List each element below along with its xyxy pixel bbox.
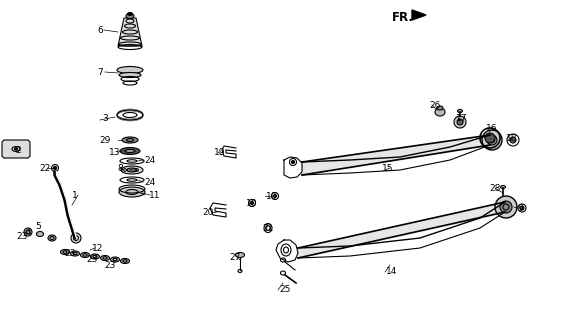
Text: 27: 27	[229, 253, 241, 262]
Text: 9: 9	[517, 204, 523, 212]
Text: 28: 28	[489, 183, 501, 193]
Ellipse shape	[501, 186, 505, 188]
Ellipse shape	[52, 164, 59, 172]
Ellipse shape	[119, 73, 141, 77]
Text: 23: 23	[17, 231, 28, 241]
Ellipse shape	[135, 169, 138, 172]
Text: 19: 19	[215, 148, 226, 156]
Text: 29: 29	[100, 135, 111, 145]
Ellipse shape	[435, 108, 445, 116]
Ellipse shape	[236, 252, 245, 258]
Text: 15: 15	[382, 164, 394, 172]
Text: 23: 23	[104, 261, 116, 270]
Text: 2: 2	[15, 146, 21, 155]
Ellipse shape	[485, 133, 495, 143]
Text: 14: 14	[386, 268, 398, 276]
Text: 10: 10	[246, 198, 258, 207]
Polygon shape	[412, 10, 426, 20]
Ellipse shape	[482, 130, 502, 150]
Ellipse shape	[120, 148, 140, 155]
Ellipse shape	[274, 195, 277, 197]
Ellipse shape	[250, 202, 254, 204]
Ellipse shape	[24, 228, 32, 236]
Ellipse shape	[122, 137, 138, 143]
Text: 5: 5	[35, 221, 41, 230]
Ellipse shape	[291, 161, 295, 164]
Text: 23: 23	[86, 255, 98, 265]
Ellipse shape	[127, 169, 130, 172]
Ellipse shape	[510, 137, 516, 143]
Ellipse shape	[121, 166, 143, 174]
Ellipse shape	[127, 12, 133, 15]
Text: 23: 23	[64, 250, 76, 259]
Ellipse shape	[36, 231, 43, 236]
Ellipse shape	[90, 254, 100, 259]
Text: 22: 22	[39, 164, 51, 172]
Ellipse shape	[71, 233, 81, 243]
Text: 11: 11	[149, 190, 161, 199]
Ellipse shape	[495, 196, 517, 218]
Ellipse shape	[457, 109, 463, 113]
Text: 24: 24	[145, 156, 156, 164]
Ellipse shape	[48, 235, 56, 241]
Polygon shape	[118, 18, 142, 46]
FancyBboxPatch shape	[2, 140, 30, 158]
Text: 21: 21	[262, 223, 274, 233]
Ellipse shape	[119, 187, 145, 197]
Text: 16: 16	[486, 124, 498, 132]
Ellipse shape	[131, 169, 134, 172]
Text: 6: 6	[97, 26, 103, 35]
Ellipse shape	[125, 149, 135, 153]
Ellipse shape	[126, 13, 134, 19]
Ellipse shape	[53, 166, 56, 170]
Ellipse shape	[110, 257, 119, 262]
Text: 26: 26	[430, 100, 440, 109]
Text: 18: 18	[506, 133, 518, 142]
Text: 12: 12	[92, 244, 104, 252]
Ellipse shape	[101, 255, 109, 260]
Text: 3: 3	[102, 114, 108, 123]
Text: 20: 20	[203, 207, 214, 217]
Ellipse shape	[14, 148, 18, 150]
Text: FR.: FR.	[392, 11, 414, 23]
Text: 17: 17	[456, 114, 468, 123]
Ellipse shape	[520, 206, 524, 210]
Ellipse shape	[437, 106, 443, 110]
Ellipse shape	[80, 252, 89, 258]
Ellipse shape	[71, 251, 80, 256]
Ellipse shape	[487, 135, 497, 145]
Text: 25: 25	[279, 285, 291, 294]
Ellipse shape	[500, 201, 512, 213]
Text: 10: 10	[266, 191, 278, 201]
Text: 4: 4	[25, 228, 31, 236]
Ellipse shape	[454, 116, 466, 128]
Text: 1: 1	[72, 190, 78, 199]
Ellipse shape	[117, 67, 143, 74]
Text: 13: 13	[109, 148, 121, 156]
Ellipse shape	[457, 119, 463, 125]
Ellipse shape	[121, 259, 130, 263]
Text: 8: 8	[117, 164, 123, 172]
Ellipse shape	[123, 169, 126, 172]
Text: 24: 24	[145, 178, 156, 187]
Ellipse shape	[60, 250, 69, 254]
Text: 7: 7	[97, 68, 103, 76]
